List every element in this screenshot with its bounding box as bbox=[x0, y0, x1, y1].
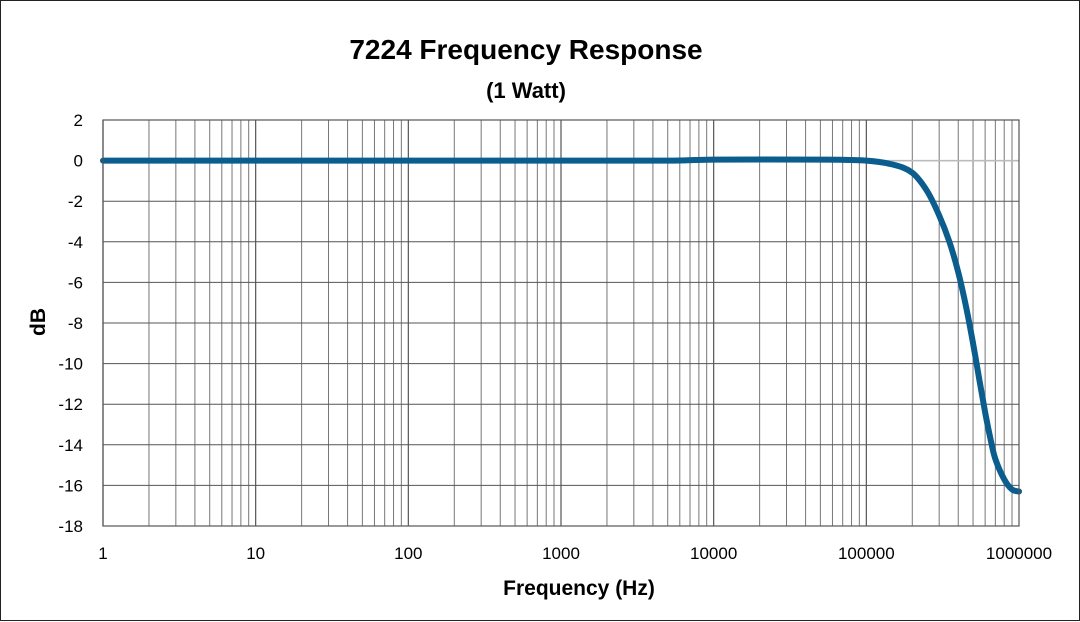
series-line bbox=[100, 156, 1022, 495]
chart-subtitle: (1 Watt) bbox=[486, 78, 566, 103]
y-tick-label: -8 bbox=[68, 314, 83, 333]
chart-title: 7224 Frequency Response bbox=[349, 34, 702, 65]
y-tick-label: -6 bbox=[68, 273, 83, 292]
x-tick-label: 1 bbox=[98, 544, 107, 563]
grid bbox=[102, 119, 1019, 527]
y-tick-label: -4 bbox=[68, 233, 83, 252]
y-axis-tick-labels: 2 0 -2 -4 -6 -8 -10 -12 -14 -16 -18 bbox=[58, 111, 83, 536]
y-tick-label: -16 bbox=[58, 476, 83, 495]
plot-area-border bbox=[102, 119, 1020, 527]
x-tick-label: 100 bbox=[394, 544, 422, 563]
series-layer bbox=[100, 156, 1022, 495]
x-axis-label: Frequency (Hz) bbox=[503, 577, 655, 600]
x-tick-label: 1000000 bbox=[986, 544, 1052, 563]
x-tick-label: 10 bbox=[246, 544, 265, 563]
x-tick-label: 1000 bbox=[542, 544, 580, 563]
y-tick-label: -2 bbox=[68, 192, 83, 211]
y-tick-label: -18 bbox=[58, 517, 83, 536]
y-tick-label: -14 bbox=[58, 436, 83, 455]
x-tick-label: 10000 bbox=[690, 544, 737, 563]
x-tick-label: 100000 bbox=[838, 544, 895, 563]
y-tick-label: -12 bbox=[58, 395, 83, 414]
y-axis-label: dB bbox=[27, 308, 50, 336]
y-tick-label: 0 bbox=[74, 152, 83, 171]
x-axis-tick-labels: 1 10 100 1000 10000 100000 1000000 bbox=[98, 544, 1052, 563]
y-tick-label: 2 bbox=[74, 111, 83, 130]
y-tick-label: -10 bbox=[58, 355, 83, 374]
